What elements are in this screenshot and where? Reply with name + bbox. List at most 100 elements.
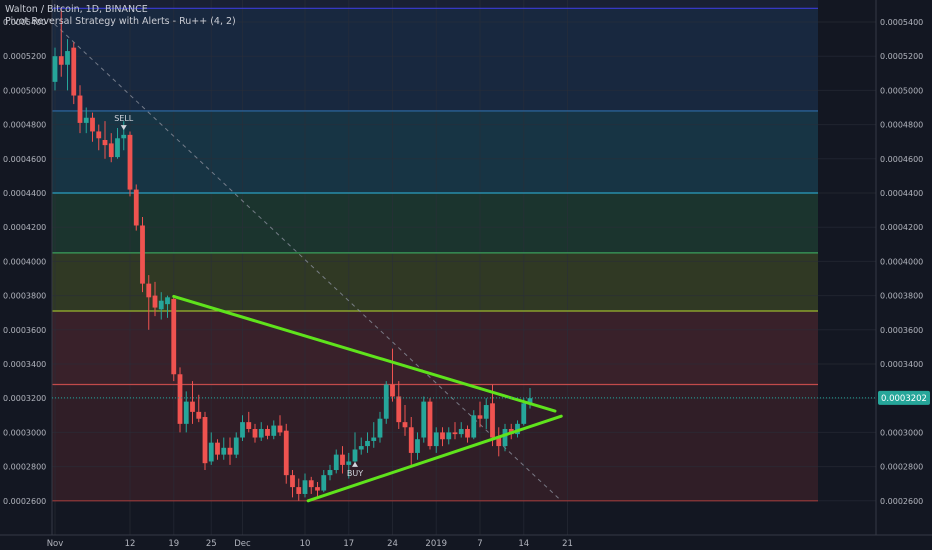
- buy-arrow-icon: [352, 461, 358, 467]
- y-tick-right-0: 0.0005400: [880, 18, 923, 27]
- candle-body: [377, 418, 383, 438]
- candle-body: [446, 432, 452, 440]
- candle-1: [58, 8, 64, 77]
- x-tick-11: 21: [562, 539, 573, 549]
- candle-body: [96, 131, 102, 139]
- price-label-bg: [878, 390, 930, 405]
- candle-23: [196, 394, 202, 423]
- candle-body: [490, 403, 495, 438]
- trend-line-0[interactable]: [172, 294, 557, 413]
- y-tick-left-9: 0.0003600: [3, 326, 46, 335]
- candle-body: [277, 425, 283, 433]
- candle-71: [496, 427, 502, 457]
- candle-13: [133, 184, 139, 231]
- candle-body: [140, 225, 145, 284]
- indicator-title: Pivot Reversal Strategy with Alerts - Ru…: [5, 16, 236, 27]
- y-tick-right-8: 0.0003800: [880, 292, 923, 301]
- candle-body: [427, 401, 433, 447]
- candle-27: [221, 437, 227, 460]
- candle-body: [183, 401, 189, 424]
- candle-body: [396, 396, 402, 423]
- candle-17: [158, 292, 164, 320]
- candle-body: [408, 427, 414, 453]
- candle-61: [433, 427, 439, 453]
- candle-body: [52, 56, 58, 82]
- candle-22: [190, 381, 195, 424]
- candle-26: [215, 439, 220, 460]
- candle-body: [258, 428, 264, 438]
- candle-body: [358, 446, 364, 450]
- signal-label-1: BUY: [347, 469, 363, 478]
- signals: SELL BUY: [114, 114, 363, 478]
- candle-body: [65, 51, 70, 65]
- candle-20: [177, 367, 183, 433]
- candle-57: [408, 417, 414, 465]
- candle-7: [96, 124, 102, 151]
- candle-19: [171, 295, 177, 382]
- candle-70: [490, 384, 495, 447]
- candle-body: [283, 430, 289, 476]
- candle-body: [302, 480, 308, 494]
- candle-body: [215, 442, 220, 455]
- x-axis: Nov 12 19 25 Dec 10 17 24 2019 7 14 21: [47, 539, 573, 549]
- candle-16: [152, 281, 158, 317]
- candle-body: [121, 134, 127, 139]
- candle-body: [333, 454, 339, 471]
- candle-body: [340, 454, 345, 465]
- candle-body: [233, 437, 239, 455]
- candle-65: [458, 422, 464, 438]
- candle-38: [290, 470, 295, 498]
- y-tick-right-4: 0.0004600: [880, 155, 923, 164]
- candle-body: [158, 300, 164, 310]
- y-tick-right-7: 0.0004000: [880, 257, 923, 266]
- fib-zone-2: [52, 193, 818, 253]
- candle-51: [371, 422, 377, 448]
- candle-body: [477, 415, 483, 419]
- candle-body: [71, 47, 77, 96]
- candle-54: [390, 348, 395, 402]
- y-tick-right-14: 0.0002600: [880, 497, 923, 506]
- candle-body: [83, 117, 89, 123]
- y-tick-left-10: 0.0003400: [3, 360, 46, 369]
- candle-body: [315, 487, 320, 491]
- candle-15: [146, 275, 152, 330]
- candle-body: [458, 428, 464, 435]
- candle-58: [415, 432, 420, 460]
- candle-41: [308, 476, 314, 494]
- fib-zone-3: [52, 252, 818, 311]
- candle-62: [440, 427, 445, 447]
- candle-body: [321, 475, 327, 491]
- sell-arrow-icon: [120, 125, 127, 131]
- y-tick-right-3: 0.0004800: [880, 121, 923, 130]
- candle-body: [521, 403, 527, 424]
- candle-3: [71, 42, 77, 105]
- candle-32: [252, 423, 258, 443]
- fib-zone-0: [52, 8, 818, 111]
- candle-9: [108, 133, 114, 163]
- candle-18: [165, 295, 170, 318]
- y-tick-right-13: 0.0002800: [880, 463, 923, 472]
- candle-body: [202, 417, 208, 464]
- chart-header: Walton / Bitcoin, 1D, BINANCE Pivot Reve…: [5, 4, 236, 28]
- y-tick-left-3: 0.0004800: [3, 121, 46, 130]
- candle-body: [452, 432, 458, 435]
- candle-69: [483, 398, 489, 429]
- x-tick-2: 19: [168, 539, 179, 549]
- candle-64: [452, 422, 458, 440]
- candle-body: [108, 143, 114, 158]
- candle-body: [171, 299, 177, 375]
- candle-59: [421, 396, 427, 443]
- candle-6: [90, 112, 95, 142]
- candle-body: [265, 428, 270, 436]
- candle-body: [383, 384, 389, 419]
- candle-42: [315, 481, 320, 498]
- x-tick-0: Nov: [47, 539, 64, 549]
- price-label-text: 0.0003202: [881, 394, 927, 404]
- trend-line-1[interactable]: [306, 414, 563, 503]
- candle-body: [371, 437, 377, 441]
- x-tick-4: Dec: [234, 539, 251, 549]
- y-tick-right-5: 0.0004400: [880, 189, 923, 198]
- candle-body: [165, 297, 170, 305]
- candle-body: [190, 401, 195, 412]
